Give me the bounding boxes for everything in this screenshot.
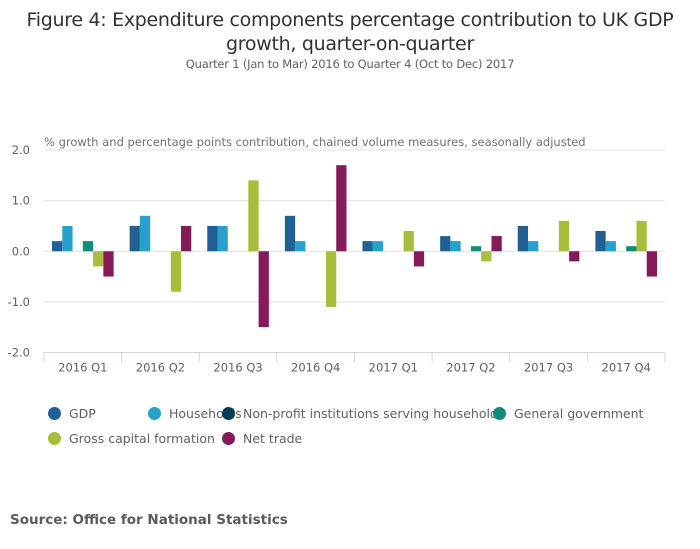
bars bbox=[52, 165, 657, 328]
bar-general-government-2017-q4 bbox=[626, 246, 637, 252]
bar-gdp-2017-q3 bbox=[517, 225, 529, 252]
source-note: Source: Office for National Statistics bbox=[10, 512, 288, 528]
bar-gross-capital-formation-2016-q4 bbox=[325, 251, 337, 307]
legend-marker-icon bbox=[222, 432, 235, 445]
legend-marker-icon bbox=[48, 407, 61, 420]
y-tick-label: 1.0 bbox=[12, 194, 30, 208]
bar-households-2017-q1 bbox=[372, 241, 384, 252]
bar-net-trade-2017-q1 bbox=[413, 251, 425, 267]
bar-gdp-2017-q1 bbox=[362, 241, 373, 252]
x-tick-label: 2017 Q3 bbox=[524, 361, 573, 375]
legend-item[interactable]: Gross capital formation bbox=[48, 431, 215, 446]
x-tick-label: 2017 Q2 bbox=[446, 361, 495, 375]
bar-households-2016-q4 bbox=[295, 241, 306, 252]
y-tick-label: -1.0 bbox=[8, 295, 30, 309]
x-tick-label: 2017 Q1 bbox=[369, 361, 418, 375]
y-tick-label: 2.0 bbox=[12, 143, 30, 157]
bar-gross-capital-formation-2016-q3 bbox=[248, 180, 259, 252]
bar-net-trade-2016-q1 bbox=[103, 251, 114, 277]
legend-label: GDP bbox=[69, 406, 96, 421]
legend-label: Net trade bbox=[243, 431, 303, 446]
legend-marker-icon bbox=[148, 407, 161, 420]
legend-item[interactable]: Non-profit institutions serving househol… bbox=[222, 406, 504, 421]
chart-subtitle: Quarter 1 (Jan to Mar) 2016 to Quarter 4… bbox=[185, 57, 515, 71]
bar-net-trade-2016-q2 bbox=[180, 225, 192, 252]
bar-gdp-2017-q2 bbox=[440, 236, 451, 252]
x-tick-label: 2016 Q1 bbox=[58, 361, 107, 375]
chart-title-line-2: growth, quarter-on-quarter bbox=[226, 33, 474, 55]
legend-marker-icon bbox=[48, 432, 61, 445]
bar-gdp-2016-q3 bbox=[207, 225, 218, 252]
legend-label: Gross capital formation bbox=[69, 431, 215, 446]
bar-gdp-2017-q4 bbox=[595, 231, 606, 252]
bar-households-2017-q2 bbox=[450, 241, 461, 252]
y-axis-ticks: 2.0 1.0 0.0 -1.0 -2.0 bbox=[8, 143, 30, 360]
bar-chart: 2.0 1.0 0.0 -1.0 -2.0 % growth and percentag… bbox=[8, 135, 666, 375]
legend-item[interactable]: General government bbox=[493, 406, 643, 421]
bar-households-2017-q3 bbox=[528, 241, 539, 252]
bar-general-government-2017-q2 bbox=[470, 246, 482, 252]
y-tick-label: 0.0 bbox=[12, 244, 30, 258]
x-axis: 2016 Q1 2016 Q2 2016 Q3 2016 Q4 2017 Q1 2017 … bbox=[43, 352, 666, 375]
x-tick-label: 2016 Q2 bbox=[136, 361, 185, 375]
legend-label: General government bbox=[514, 406, 644, 421]
legend-marker-icon bbox=[493, 407, 506, 420]
bar-households-2016-q1 bbox=[62, 225, 73, 252]
bar-gross-capital-formation-2016-q1 bbox=[93, 251, 104, 267]
bar-net-trade-2017-q2 bbox=[491, 236, 502, 252]
bar-gross-capital-formation-2017-q4 bbox=[636, 220, 647, 252]
bar-gdp-2016-q2 bbox=[129, 225, 140, 252]
legend-item[interactable]: Net trade bbox=[222, 431, 302, 446]
bar-gdp-2016-q1 bbox=[52, 241, 63, 252]
bar-net-trade-2016-q3 bbox=[258, 251, 269, 328]
y-tick-label: -2.0 bbox=[8, 346, 30, 360]
bar-gross-capital-formation-2017-q2 bbox=[481, 251, 492, 262]
x-tick-label: 2017 Q4 bbox=[602, 361, 651, 375]
bar-households-2016-q2 bbox=[139, 215, 151, 252]
legend-item[interactable]: GDP bbox=[48, 406, 96, 421]
bar-households-2016-q3 bbox=[217, 225, 228, 252]
bar-gross-capital-formation-2017-q1 bbox=[403, 231, 414, 252]
bar-net-trade-2017-q4 bbox=[646, 251, 657, 277]
legend-label: Non-profit institutions serving househol… bbox=[243, 406, 505, 421]
bar-net-trade-2017-q3 bbox=[569, 251, 580, 262]
bar-gdp-2016-q4 bbox=[284, 215, 296, 252]
bar-net-trade-2016-q4 bbox=[336, 165, 347, 252]
chart-title: Figure 4: Expenditure components percent… bbox=[0, 8, 700, 56]
x-tick-label: 2016 Q4 bbox=[291, 361, 340, 375]
legend-marker-icon bbox=[222, 407, 235, 420]
bar-gross-capital-formation-2016-q2 bbox=[170, 251, 181, 292]
bar-general-government-2016-q1 bbox=[82, 241, 94, 252]
y-axis-label: % growth and percentage points contribut… bbox=[44, 135, 586, 149]
x-tick-label: 2016 Q3 bbox=[213, 361, 262, 375]
bar-households-2017-q4 bbox=[605, 241, 616, 252]
chart-title-line-1: Figure 4: Expenditure components percent… bbox=[26, 9, 674, 31]
bar-gross-capital-formation-2017-q3 bbox=[558, 220, 570, 252]
